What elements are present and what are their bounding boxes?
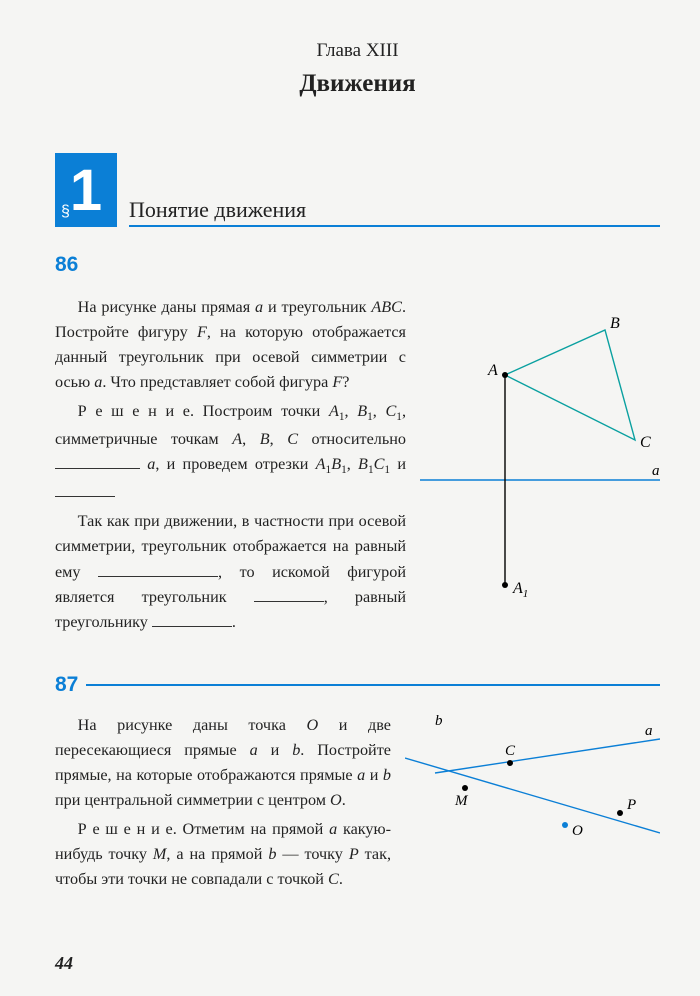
chapter-title: Движения: [55, 70, 660, 98]
label-a1: A1: [512, 580, 528, 600]
exercise-87-body: На рисунке даны точка O и две пересекающ…: [55, 713, 660, 897]
ex86-svg: a A B C A1: [420, 295, 660, 630]
label-line-a: a: [645, 723, 653, 739]
exercise-86-text: На рисунке даны прямая a и треугольник A…: [55, 295, 406, 639]
section-title: Понятие движения: [129, 197, 306, 222]
ex87-paragraph-2: Р е ш е н и е. Отметим на прямой a какую…: [55, 817, 391, 892]
label-m: M: [454, 793, 469, 809]
exercise-86-figure: a A B C A1: [420, 295, 660, 639]
page-number: 44: [55, 953, 73, 974]
point-o: [562, 822, 568, 828]
exercise-87-rule: 87: [55, 673, 660, 697]
blank-field: [152, 612, 232, 627]
exercise-87-figure: a b C M P O: [405, 713, 660, 897]
point-a1: [502, 582, 508, 588]
label-c: C: [640, 434, 651, 451]
section-header: § 1 Понятие движения: [55, 153, 660, 227]
exercise-87-line: [86, 684, 660, 686]
chapter-label: Глава XIII: [55, 40, 660, 62]
label-p: P: [626, 797, 636, 813]
label-b: B: [610, 315, 620, 332]
point-a: [502, 372, 508, 378]
line-b-seg: [435, 739, 660, 773]
blank-field: [55, 483, 115, 498]
label-a: A: [487, 362, 498, 379]
point-m: [462, 785, 468, 791]
section-number: 1: [70, 157, 102, 224]
section-badge: § 1: [55, 153, 117, 227]
ex87-paragraph-1: На рисунке даны точка O и две пересекающ…: [55, 713, 391, 813]
label-o: O: [572, 823, 583, 839]
axis-label: a: [652, 463, 660, 479]
exercise-87-number: 87: [55, 673, 78, 697]
blank-field: [254, 587, 324, 602]
ex87-svg: a b C M P O: [405, 713, 660, 863]
label-c: C: [505, 743, 516, 759]
section-par-symbol: §: [61, 203, 70, 221]
ex86-paragraph-1: На рисунке даны прямая a и треугольник A…: [55, 295, 406, 395]
exercise-86-number: 86: [55, 253, 660, 277]
ex86-paragraph-2: Р е ш е н и е. Построим точки A1, B1, C1…: [55, 399, 406, 505]
blank-field: [55, 455, 140, 470]
exercise-87-text: На рисунке даны точка O и две пересекающ…: [55, 713, 391, 897]
triangle-abc: [505, 330, 635, 440]
ex86-paragraph-3: Так как при движении, в частности при ос…: [55, 509, 406, 635]
line-a: [405, 758, 660, 833]
point-p: [617, 810, 623, 816]
point-c: [507, 760, 513, 766]
label-line-b: b: [435, 713, 443, 729]
section-title-wrap: Понятие движения: [129, 197, 660, 227]
blank-field: [98, 562, 218, 577]
exercise-86-body: На рисунке даны прямая a и треугольник A…: [55, 295, 660, 639]
